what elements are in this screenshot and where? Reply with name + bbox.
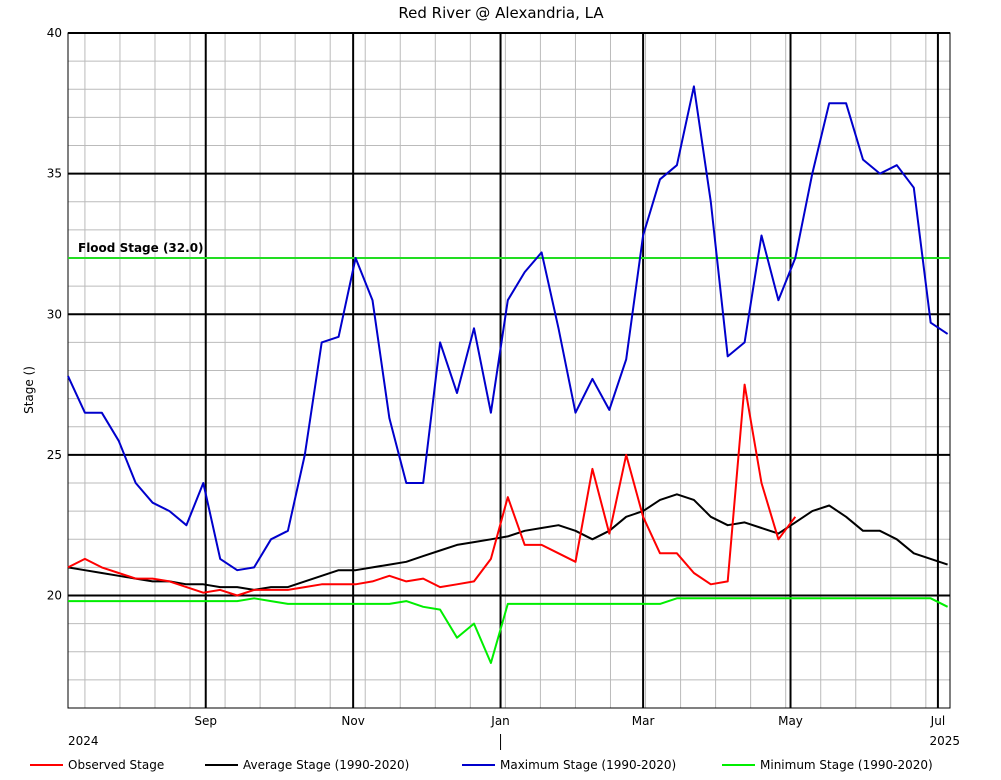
series-line [67,493,948,591]
x-tick-label: Nov [341,714,364,728]
y-axis-label: Stage () [22,366,36,414]
legend-label: Maximum Stage (1990-2020) [500,758,676,772]
legend-item: Maximum Stage (1990-2020) [462,758,676,772]
x-tick-label: Jan [490,714,510,728]
series-line [67,85,949,572]
flood-stage-label: Flood Stage (32.0) [78,241,204,255]
legend-label: Average Stage (1990-2020) [243,758,409,772]
x-tick-label: Sep [194,714,217,728]
y-tick-label: 40 [47,26,62,40]
legend-item: Minimum Stage (1990-2020) [722,758,933,772]
x-tick-label: May [778,714,803,728]
x-year-label: 2024 [68,734,99,748]
chart-title: Red River @ Alexandria, LA [398,4,604,22]
x-year-label: 2025 [929,734,960,748]
x-tick-label: Jul [930,714,945,728]
y-tick-label: 35 [47,167,62,181]
legend-item: Observed Stage [30,758,164,772]
series-line [68,597,949,664]
y-tick-label: 25 [47,448,62,462]
legend-label: Minimum Stage (1990-2020) [760,758,933,772]
legend-label: Observed Stage [68,758,164,772]
y-tick-label: 20 [47,589,62,603]
series-line [67,383,797,597]
y-tick-label: 30 [47,307,62,321]
legend-item: Average Stage (1990-2020) [205,758,409,772]
x-tick-label: Mar [632,714,655,728]
